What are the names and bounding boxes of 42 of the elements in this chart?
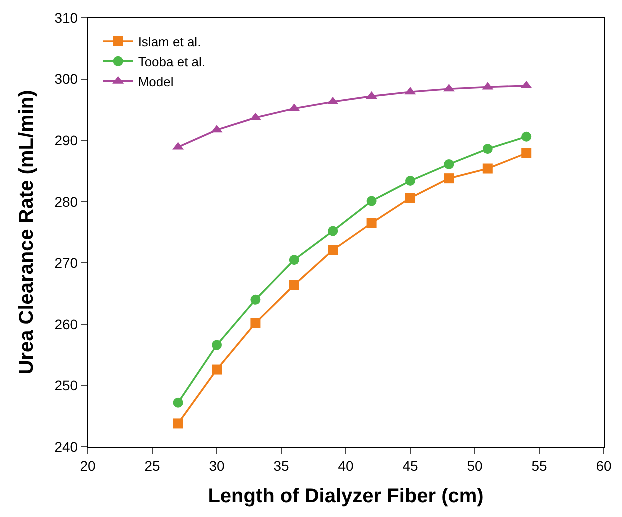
point (406, 193, 416, 204)
x-tick-label: 25 (144, 458, 160, 474)
point (366, 196, 377, 206)
x-tick-label: 60 (596, 458, 612, 474)
legend-label: Model (138, 74, 174, 90)
point (522, 132, 532, 142)
point (366, 218, 377, 228)
legend-label: Tooba et al. (138, 54, 206, 70)
point (444, 174, 454, 184)
y-tick-label: 290 (54, 132, 78, 148)
point (173, 398, 184, 408)
x-tick-label: 55 (532, 458, 548, 474)
y-tick-label: 240 (54, 438, 78, 455)
point (328, 245, 338, 256)
point (289, 255, 300, 266)
y-tick-label: 310 (54, 10, 78, 26)
x-tick-label: 45 (402, 458, 418, 474)
point (289, 280, 300, 290)
point (173, 418, 184, 429)
y-tick-label: 250 (54, 378, 78, 394)
x-tick-label: 50 (467, 458, 483, 474)
point (212, 340, 222, 350)
legend-label: Islam et al. (138, 34, 202, 50)
point (250, 294, 261, 305)
point (482, 164, 493, 174)
x-tick-label: 35 (274, 458, 290, 474)
point (250, 318, 261, 328)
y-tick-label: 300 (54, 71, 78, 88)
x-tick-label: 40 (338, 458, 354, 474)
y-tick-label: 270 (54, 255, 78, 272)
point (212, 364, 222, 375)
point (482, 144, 493, 154)
x-tick-label: 20 (80, 458, 96, 474)
point (328, 226, 338, 236)
point (522, 148, 532, 158)
point (444, 159, 454, 170)
y-axis-title: Urea Clearance Rate (mL/min) (16, 90, 38, 375)
y-tick-label: 280 (54, 194, 78, 210)
x-tick-label: 30 (209, 458, 225, 474)
x-axis-title: Length of Dialyzer Fiber (cm) (208, 485, 484, 508)
y-tick-label: 260 (54, 316, 78, 332)
point (406, 176, 416, 186)
